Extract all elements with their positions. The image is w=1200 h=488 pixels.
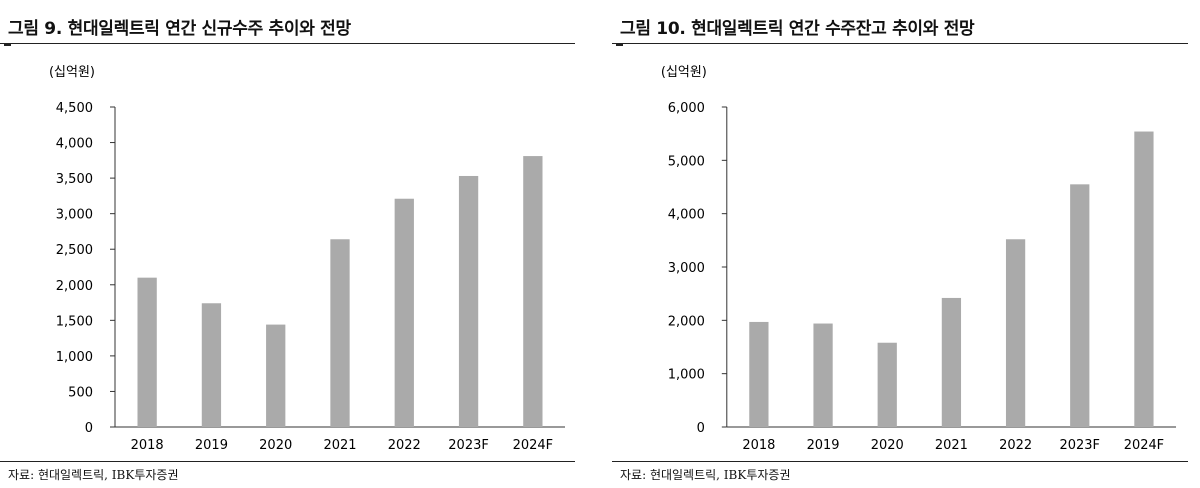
order-backlog-bar-chart: (십억원) 0 1,000 2,000 3,000 4,000 5,000 6,000 2018… xyxy=(661,65,1177,453)
bar-2024F xyxy=(1134,131,1154,427)
source-note: 자료: 현대일렉트릭, IBK투자증권 xyxy=(620,468,791,482)
y-tick-label: 6,000 xyxy=(668,101,705,116)
title-marker xyxy=(616,44,623,46)
x-tick-label: 2018 xyxy=(742,438,775,453)
y-tick-label: 500 xyxy=(68,385,93,400)
chart-panel-new-orders: 그림 9. 현대일렉트릭 연간 신규수주 추이와 전망 (십억원) 0 500 1,0… xyxy=(0,0,575,488)
x-tick-label: 2022 xyxy=(388,438,421,453)
chart-panel-order-backlog: 그림 10. 현대일렉트릭 연간 수주잔고 추이와 전망 (십억원) 0 1,000… xyxy=(612,0,1188,488)
x-tick-label: 2023F xyxy=(1060,438,1100,453)
bar-2020 xyxy=(877,342,897,427)
source-divider xyxy=(0,461,575,462)
y-tick-label: 4,000 xyxy=(56,137,93,152)
x-tick-label: 2019 xyxy=(807,438,840,453)
title-marker xyxy=(4,44,11,46)
unit-label: (십억원) xyxy=(661,65,707,80)
x-tick-label: 2020 xyxy=(259,438,292,453)
y-tick-label: 2,000 xyxy=(56,279,93,294)
bar-2019 xyxy=(201,303,222,427)
x-tick-label: 2024F xyxy=(513,438,554,453)
bar-2021 xyxy=(330,239,350,427)
chart-title: 그림 10. 현대일렉트릭 연간 수주잔고 추이와 전망 xyxy=(620,19,975,39)
y-tick-label: 3,000 xyxy=(56,208,93,223)
bar-2018 xyxy=(137,277,157,427)
x-tick-label: 2020 xyxy=(871,438,904,453)
source-divider xyxy=(612,461,1188,462)
y-tick-label: 4,500 xyxy=(56,101,93,116)
bar-2022 xyxy=(1005,239,1026,427)
y-tick-label: 2,500 xyxy=(56,243,93,258)
bar-2024F xyxy=(523,156,543,428)
y-tick-label: 3,500 xyxy=(56,172,93,187)
y-tick-label: 1,000 xyxy=(56,350,93,365)
bar-2023F xyxy=(458,175,479,427)
unit-label: (십억원) xyxy=(49,65,95,80)
x-tick-label: 2024F xyxy=(1124,438,1164,453)
bar-2023F xyxy=(1070,184,1090,427)
y-tick-label: 5,000 xyxy=(668,154,705,169)
chart-title: 그림 9. 현대일렉트릭 연간 신규수주 추이와 전망 xyxy=(8,19,351,39)
y-tick-label: 3,000 xyxy=(668,261,705,276)
bar-2021 xyxy=(941,297,962,427)
title-divider xyxy=(612,43,1188,44)
source-note: 자료: 현대일렉트릭, IBK투자증권 xyxy=(8,468,179,482)
y-tick-label: 4,000 xyxy=(668,208,705,223)
y-tick-label: 0 xyxy=(697,421,705,436)
x-tick-label: 2019 xyxy=(195,438,228,453)
x-tick-label: 2022 xyxy=(999,438,1032,453)
x-tick-label: 2021 xyxy=(323,438,356,453)
x-tick-label: 2018 xyxy=(131,438,164,453)
new-orders-bar-chart: (십억원) 0 500 1,000 1,500 2,000 2,500 3,000 3,500 4… xyxy=(49,65,565,453)
y-tick-label: 1,000 xyxy=(668,368,705,383)
title-divider xyxy=(0,43,575,44)
bar-2020 xyxy=(266,324,286,427)
bar-2018 xyxy=(749,321,769,427)
x-tick-label: 2023F xyxy=(448,438,489,453)
y-tick-label: 0 xyxy=(85,421,93,436)
y-tick-label: 2,000 xyxy=(668,314,705,329)
bar-2019 xyxy=(813,323,833,427)
x-tick-label: 2021 xyxy=(935,438,968,453)
bar-2022 xyxy=(394,198,414,427)
y-tick-label: 1,500 xyxy=(56,314,93,329)
